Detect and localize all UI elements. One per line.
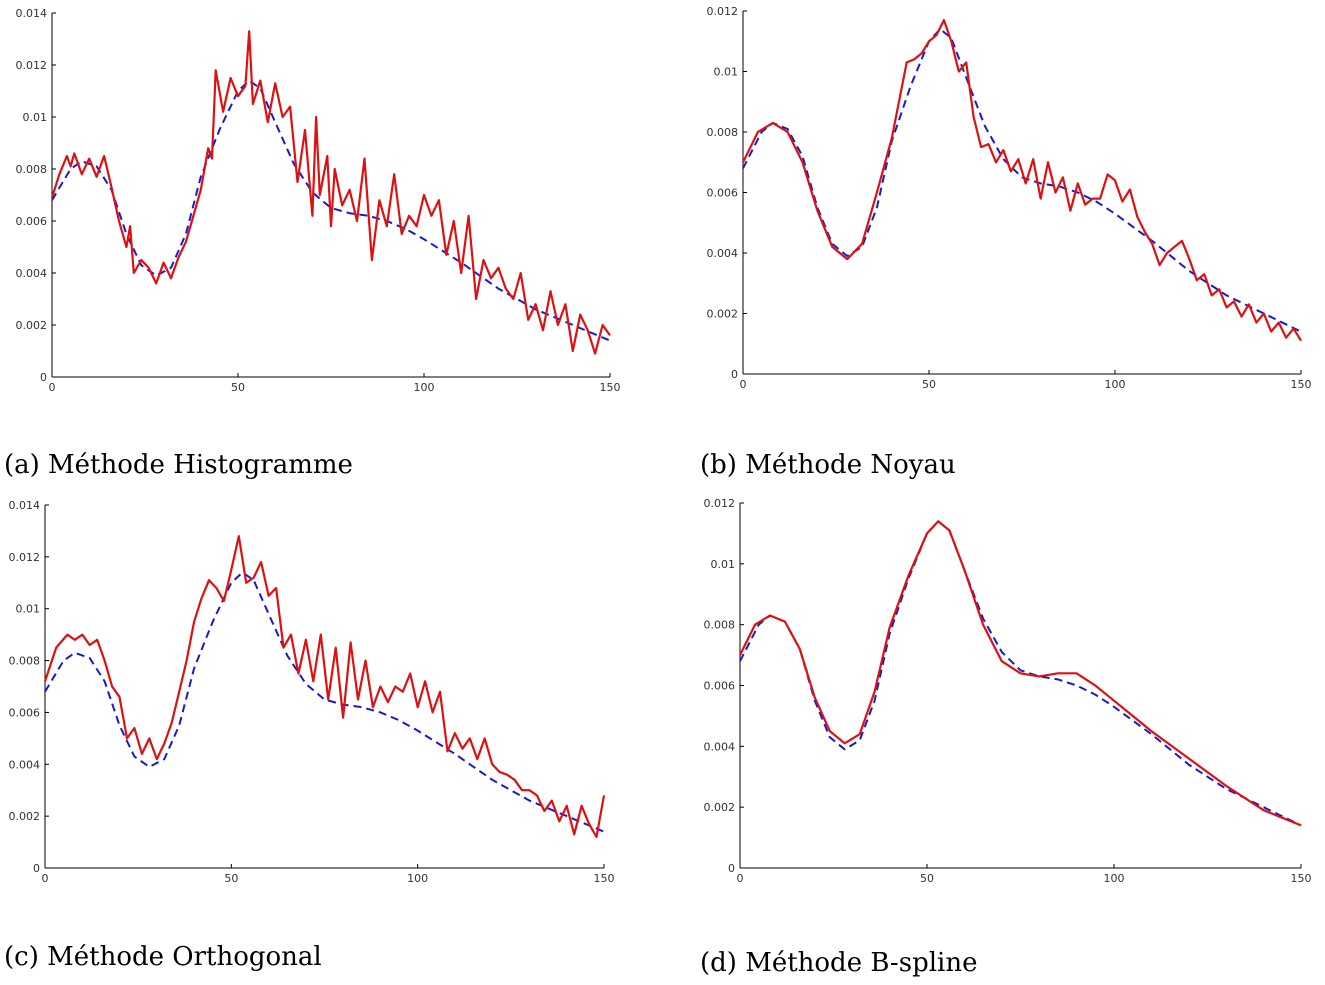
- x-tick-label: 100: [414, 381, 435, 394]
- x-tick-label: 50: [922, 378, 936, 391]
- caption-b: (b) Méthode Noyau: [700, 450, 956, 480]
- panel-a: 0 50 100 150 0 0.002 0.004 0.006 0.008 0.01 0.012 0…: [16, 7, 621, 394]
- x-tick-label: 0: [49, 381, 56, 394]
- x-tick-label: 0: [740, 378, 747, 391]
- estimate-line-a: [50, 30, 611, 355]
- y-tick-label: 0.012: [16, 59, 48, 72]
- y-tick-label: 0.006: [707, 187, 739, 200]
- y-tick-label: 0.006: [9, 706, 41, 719]
- y-tick-label: 0.012: [707, 5, 739, 18]
- x-tick-label: 150: [594, 872, 615, 885]
- y-tick-label: 0: [728, 862, 735, 875]
- y-tick-label: 0.008: [707, 126, 739, 139]
- y-tick-label: 0.012: [704, 497, 736, 510]
- panel-c: 0 50 100 150 0 0.002 0.004 0.006 0.008 0.01 0.012 0…: [9, 499, 615, 885]
- x-tick-label: 100: [1104, 872, 1125, 885]
- caption-a: (a) Méthode Histogramme: [4, 450, 353, 480]
- x-tick-label: 50: [231, 381, 245, 394]
- x-tick-label: 0: [737, 872, 744, 885]
- y-tick-label: 0.01: [714, 66, 739, 79]
- y-tick-label: 0.012: [9, 551, 41, 564]
- y-tick-label: 0.008: [16, 163, 48, 176]
- y-tick-label: 0.01: [711, 558, 736, 571]
- y-tick-label: 0.002: [707, 308, 739, 321]
- x-tick-label: 50: [224, 872, 238, 885]
- y-tick-label: 0: [731, 368, 738, 381]
- x-tick-label: 100: [407, 872, 428, 885]
- true-density-line-c: [44, 571, 605, 833]
- y-tick-label: 0: [40, 371, 47, 384]
- estimate-line-d: [739, 520, 1302, 827]
- y-tick-label: 0.01: [23, 111, 48, 124]
- caption-c: (c) Méthode Orthogonal: [4, 942, 322, 972]
- true-density-line-a: [51, 79, 611, 342]
- x-tick-label: 150: [1291, 378, 1312, 391]
- x-tick-label: 50: [920, 872, 934, 885]
- y-tick-label: 0.014: [16, 7, 48, 20]
- y-tick-label: 0.014: [9, 499, 41, 512]
- y-tick-label: 0.002: [704, 801, 736, 814]
- y-tick-label: 0.008: [704, 619, 736, 632]
- panel-b: 0 50 100 150 0 0.002 0.004 0.006 0.008 0.01 0.012: [707, 5, 1312, 391]
- y-tick-label: 0: [33, 862, 40, 875]
- y-tick-label: 0.004: [704, 740, 736, 753]
- x-tick-label: 0: [42, 872, 49, 885]
- panel-d: 0 50 100 150 0 0.002 0.004 0.006 0.008 0.01 0.012: [704, 497, 1312, 885]
- x-tick-label: 150: [600, 381, 621, 394]
- estimate-line-b: [742, 19, 1302, 342]
- y-tick-label: 0.002: [9, 810, 41, 823]
- y-tick-label: 0.01: [16, 603, 41, 616]
- true-density-line-b: [742, 28, 1302, 333]
- y-tick-label: 0.002: [16, 319, 48, 332]
- y-tick-label: 0.006: [704, 680, 736, 693]
- y-tick-label: 0.004: [707, 247, 739, 260]
- y-tick-label: 0.004: [9, 758, 41, 771]
- x-tick-label: 150: [1291, 872, 1312, 885]
- y-tick-label: 0.006: [16, 215, 48, 228]
- y-tick-label: 0.004: [16, 267, 48, 280]
- estimate-line-c: [43, 534, 606, 839]
- y-tick-label: 0.008: [9, 655, 41, 668]
- caption-d: (d) Méthode B-spline: [700, 948, 978, 978]
- x-tick-label: 100: [1105, 378, 1126, 391]
